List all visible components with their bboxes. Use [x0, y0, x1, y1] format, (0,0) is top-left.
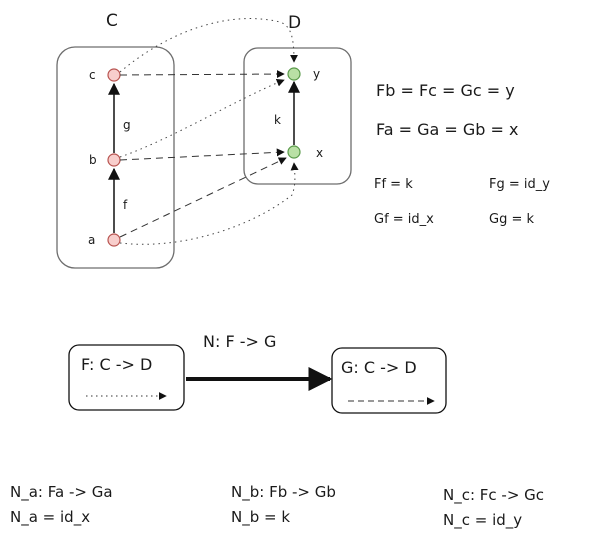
- object-a-node: [107, 233, 121, 247]
- functor-f-mappings: [119, 18, 299, 245]
- g-map-a-to-x: [119, 157, 287, 238]
- object-y-label: y: [313, 67, 320, 81]
- f-map-b-to-y: [119, 79, 285, 158]
- morphism-g-label: g: [123, 118, 131, 132]
- equation-objects-y: Fb = Fc = Gc = y: [376, 81, 515, 100]
- equation-ff: Ff = k: [374, 177, 413, 192]
- morphism-k-label: k: [274, 113, 281, 127]
- g-map-b-to-x: [119, 148, 285, 161]
- object-c-label: c: [89, 68, 96, 82]
- functor-f-label: F: C -> D: [81, 355, 152, 374]
- component-na: N_a: Fa -> Ga N_a = id_x: [10, 483, 113, 527]
- component-na-definition: N_a: Fa -> Ga: [10, 483, 113, 502]
- component-nc-definition: N_c: Fc -> Gc: [443, 486, 544, 505]
- equation-fg: Fg = id_y: [489, 177, 550, 192]
- object-y-node: [287, 67, 301, 81]
- category-d: D k x y: [243, 13, 352, 185]
- component-nc: N_c: Fc -> Gc N_c = id_y: [443, 486, 544, 530]
- category-d-box: [243, 47, 352, 185]
- category-d-title: D: [288, 13, 301, 33]
- equation-gg: Gg = k: [489, 212, 534, 227]
- object-equations: Fb = Fc = Gc = y Fa = Ga = Gb = x: [376, 81, 519, 139]
- functor-g-mappings: [119, 70, 287, 238]
- category-c-title: C: [106, 11, 118, 31]
- object-a-label: a: [88, 233, 95, 247]
- object-b-label: b: [89, 153, 97, 167]
- functor-g-label: G: C -> D: [341, 358, 417, 377]
- category-c: C f g a b c: [56, 11, 175, 269]
- f-map-c-to-y: [119, 18, 298, 73]
- natural-transformation-label: N: F -> G: [203, 332, 276, 351]
- component-nc-value: N_c = id_y: [443, 511, 522, 530]
- functor-f-box-group: F: C -> D: [68, 344, 185, 411]
- f-map-a-to-x: [119, 162, 299, 245]
- equation-objects-x: Fa = Ga = Gb = x: [376, 120, 519, 139]
- component-na-value: N_a = id_x: [10, 508, 90, 527]
- object-x-node: [287, 145, 301, 159]
- component-nb: N_b: Fb -> Gb N_b = k: [231, 483, 336, 527]
- functor-f-box: [68, 344, 185, 411]
- object-x-label: x: [316, 146, 323, 160]
- object-c-node: [107, 68, 121, 82]
- functor-g-box-group: G: C -> D: [331, 347, 447, 414]
- component-nb-definition: N_b: Fb -> Gb: [231, 483, 336, 502]
- object-b-node: [107, 153, 121, 167]
- component-nb-value: N_b = k: [231, 508, 290, 527]
- morphism-f-label: f: [123, 198, 128, 212]
- morphism-equations: Ff = k Fg = id_y Gf = id_x Gg = k: [374, 177, 550, 227]
- g-map-c-to-y: [119, 70, 285, 79]
- equation-gf: Gf = id_x: [374, 212, 434, 227]
- functor-g-box: [331, 347, 447, 414]
